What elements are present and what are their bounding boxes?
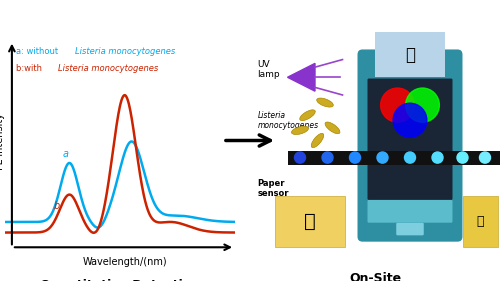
Ellipse shape bbox=[316, 98, 334, 107]
Text: a: without: a: without bbox=[16, 47, 61, 56]
Circle shape bbox=[457, 152, 468, 163]
Ellipse shape bbox=[312, 133, 324, 148]
Text: Wavelength/(nm): Wavelength/(nm) bbox=[82, 257, 167, 267]
Ellipse shape bbox=[300, 110, 316, 121]
Text: 🧈: 🧈 bbox=[476, 215, 484, 228]
Circle shape bbox=[294, 152, 306, 163]
Text: b: b bbox=[54, 201, 60, 211]
Circle shape bbox=[377, 152, 388, 163]
Circle shape bbox=[480, 152, 490, 163]
FancyBboxPatch shape bbox=[462, 196, 498, 247]
FancyBboxPatch shape bbox=[375, 32, 445, 77]
FancyBboxPatch shape bbox=[358, 49, 463, 242]
Text: On-Site
Detection: On-Site Detection bbox=[341, 272, 409, 281]
FancyBboxPatch shape bbox=[368, 78, 452, 200]
Text: Paper
sensor: Paper sensor bbox=[258, 179, 289, 198]
FancyBboxPatch shape bbox=[368, 200, 452, 223]
Text: 🥛: 🥛 bbox=[405, 46, 415, 64]
FancyBboxPatch shape bbox=[275, 196, 345, 247]
Circle shape bbox=[380, 88, 414, 122]
Circle shape bbox=[322, 152, 333, 163]
Text: b:with: b:with bbox=[16, 64, 45, 73]
Circle shape bbox=[404, 152, 415, 163]
Ellipse shape bbox=[325, 122, 340, 134]
Polygon shape bbox=[288, 63, 315, 91]
Text: Listeria
monocytogenes: Listeria monocytogenes bbox=[258, 110, 318, 130]
Bar bbox=[288, 151, 500, 164]
Text: Listeria monocytogenes: Listeria monocytogenes bbox=[58, 64, 158, 73]
Circle shape bbox=[393, 103, 427, 137]
Text: FL Intensity: FL Intensity bbox=[0, 114, 6, 170]
Text: Listeria monocytogenes: Listeria monocytogenes bbox=[75, 47, 176, 56]
Circle shape bbox=[406, 88, 440, 122]
Circle shape bbox=[432, 152, 443, 163]
Text: a: a bbox=[62, 149, 68, 159]
Text: Quantitative Detection: Quantitative Detection bbox=[40, 279, 200, 281]
Text: 🧀: 🧀 bbox=[304, 212, 316, 231]
Ellipse shape bbox=[292, 126, 308, 135]
FancyBboxPatch shape bbox=[396, 223, 424, 235]
Circle shape bbox=[350, 152, 360, 163]
Text: UV
lamp: UV lamp bbox=[258, 60, 280, 80]
